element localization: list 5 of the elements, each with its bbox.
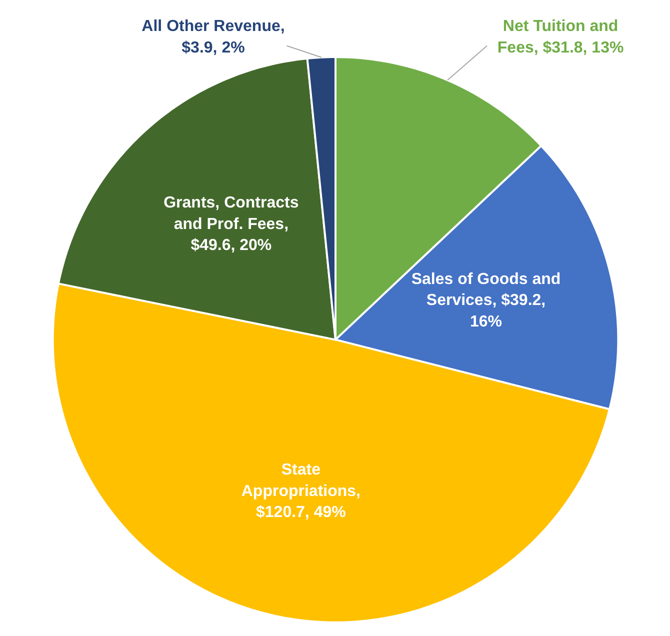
slice-label: Sales of Goods and Services, $39.2, 16% xyxy=(411,270,561,330)
slice-label: Net Tuition and Fees, $31.8, 13% xyxy=(497,18,624,56)
slice-label: All Other Revenue, $3.9, 2% xyxy=(142,18,285,56)
slice-label: State Appropriations, $120.7, 49% xyxy=(241,462,360,522)
slice-label: Grants, Contracts and Prof. Fees, $49.6, 20% xyxy=(164,194,299,254)
